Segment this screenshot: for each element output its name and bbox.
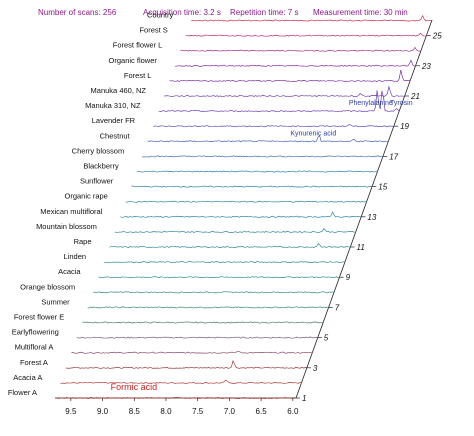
annotation-phenylalanine: Phenylalanine — [349, 100, 393, 107]
sample-labels: Flower A Acacia A Forest A Multifloral A Ear… — [8, 11, 174, 398]
x-tick-label: 7.0 — [224, 407, 236, 416]
spectrum-flower-a — [54, 397, 297, 399]
spectrum-organic-flower — [174, 59, 416, 67]
sample-label: Manuka 460, NZ — [91, 86, 147, 95]
spectrum-acacia — [98, 276, 340, 279]
x-tick-label: 8.5 — [129, 407, 141, 416]
sample-label: Acacia A — [13, 373, 42, 382]
sample-label: Linden — [64, 252, 87, 261]
sample-label: Blackberry — [83, 162, 119, 171]
depth-tick-label: 17 — [389, 152, 398, 161]
depth-tick-label: 1 — [302, 394, 306, 403]
header-acquisition: Acquisition time: 3.2 s — [143, 8, 221, 17]
sample-label: Country — [147, 11, 174, 20]
depth-tick-label: 5 — [324, 334, 329, 343]
header-scans: Number of scans: 256 — [38, 8, 117, 17]
spectrum-forest-flower-e — [82, 321, 324, 324]
spectrum-blackberry — [136, 170, 378, 173]
spectrum-orange-blossom — [93, 291, 335, 294]
depth-tick-label: 3 — [313, 364, 318, 373]
sample-label: Orange blossom — [20, 282, 75, 291]
depth-tick-label: 15 — [378, 183, 387, 192]
depth-tick-label: 11 — [357, 243, 365, 252]
sample-label: Rape — [74, 237, 92, 246]
spectrum-forest-s — [185, 32, 427, 37]
depth-tick-label: 23 — [421, 62, 431, 71]
annotation-tyrosin: Tyrosin — [390, 100, 413, 107]
spectrum-manuka-460-nz — [163, 85, 406, 97]
depth-tick-label: 7 — [335, 303, 340, 312]
header-repetition: Repetition time: 7 s — [230, 8, 298, 17]
sample-label: Acacia — [58, 267, 81, 276]
spectrum-acacia-a — [60, 379, 302, 384]
spectrum-summer — [87, 306, 329, 309]
x-tick-label: 7.5 — [192, 407, 204, 416]
x-tick-label: 6.5 — [256, 407, 268, 416]
spectrum-rape — [109, 242, 351, 249]
spectrum-forest-a — [65, 359, 307, 369]
x-tick-label: 9.5 — [65, 407, 77, 416]
sample-label: Organic flower — [109, 56, 158, 65]
spectrum-sunflower — [131, 185, 373, 188]
spectra-group — [54, 14, 433, 399]
depth-tick-label: 13 — [367, 213, 376, 222]
spectrum-earlyflowering — [76, 336, 318, 339]
sample-label: Organic rape — [64, 192, 107, 201]
header-measurement: Measurement time: 30 min — [313, 8, 408, 17]
depth-tick-label: 25 — [432, 32, 442, 41]
sample-label: Cherry blossom — [72, 146, 125, 155]
sample-label: Summer — [41, 297, 70, 306]
spectrum-multifloral-a — [71, 350, 313, 354]
sample-label: Forest S — [139, 26, 167, 35]
depth-tick-label: 21 — [410, 92, 420, 101]
spectrum-organic-rape — [125, 200, 367, 203]
acquisition-header: Number of scans: 256 Acquisition time: 3… — [38, 8, 408, 17]
spectrum-lavender-fr — [153, 124, 395, 128]
depth-axis-line — [295, 19, 433, 399]
x-tick-label: 6.0 — [287, 407, 299, 416]
sample-label: Lavender FR — [92, 116, 136, 125]
sample-label: Multifloral A — [15, 343, 54, 352]
spectrum-cherry-blossom — [142, 155, 384, 158]
x-axis-ticks: 9.5 9.0 8.5 8.0 7.5 7.0 6.5 6.0 — [65, 398, 299, 416]
sample-label: Forest L — [124, 71, 152, 80]
x-tick-label: 9.0 — [97, 407, 109, 416]
sample-label: Flower A — [8, 388, 37, 397]
spectrum-country — [191, 14, 433, 22]
spectrum-mexican-multifloral — [120, 211, 362, 218]
depth-tick-label: 9 — [346, 273, 351, 282]
sample-label: Forest A — [20, 358, 48, 367]
spectrum-manuka-310-nz — [158, 90, 400, 113]
sample-label: Forest flower L — [113, 41, 163, 50]
annotation-kynurenic-acid: Kynurenic acid — [290, 130, 336, 137]
depth-tick-label: 19 — [400, 122, 409, 131]
sample-label: Mountain blossom — [36, 222, 97, 231]
spectrum-forest-l — [169, 69, 411, 82]
x-tick-label: 8.0 — [160, 407, 172, 416]
spectrum-linden — [103, 261, 346, 264]
sample-label: Sunflower — [80, 177, 114, 186]
spectrum-forest-flower-l — [180, 46, 422, 52]
sample-label: Forest flower E — [14, 313, 64, 322]
sample-label: Earlyflowering — [12, 328, 59, 337]
annotation-formic-acid: Formic acid — [111, 382, 158, 392]
sample-label: Manuka 310, NZ — [85, 101, 141, 110]
spectrum-mountain-blossom — [114, 228, 356, 233]
sample-label: Mexican multifloral — [40, 207, 102, 216]
peak-annotations: Formic acid Kynurenic acid PhenylalanineTy… — [111, 100, 413, 392]
sample-label: Chestnut — [100, 131, 131, 140]
spectrum-chestnut — [147, 134, 389, 143]
